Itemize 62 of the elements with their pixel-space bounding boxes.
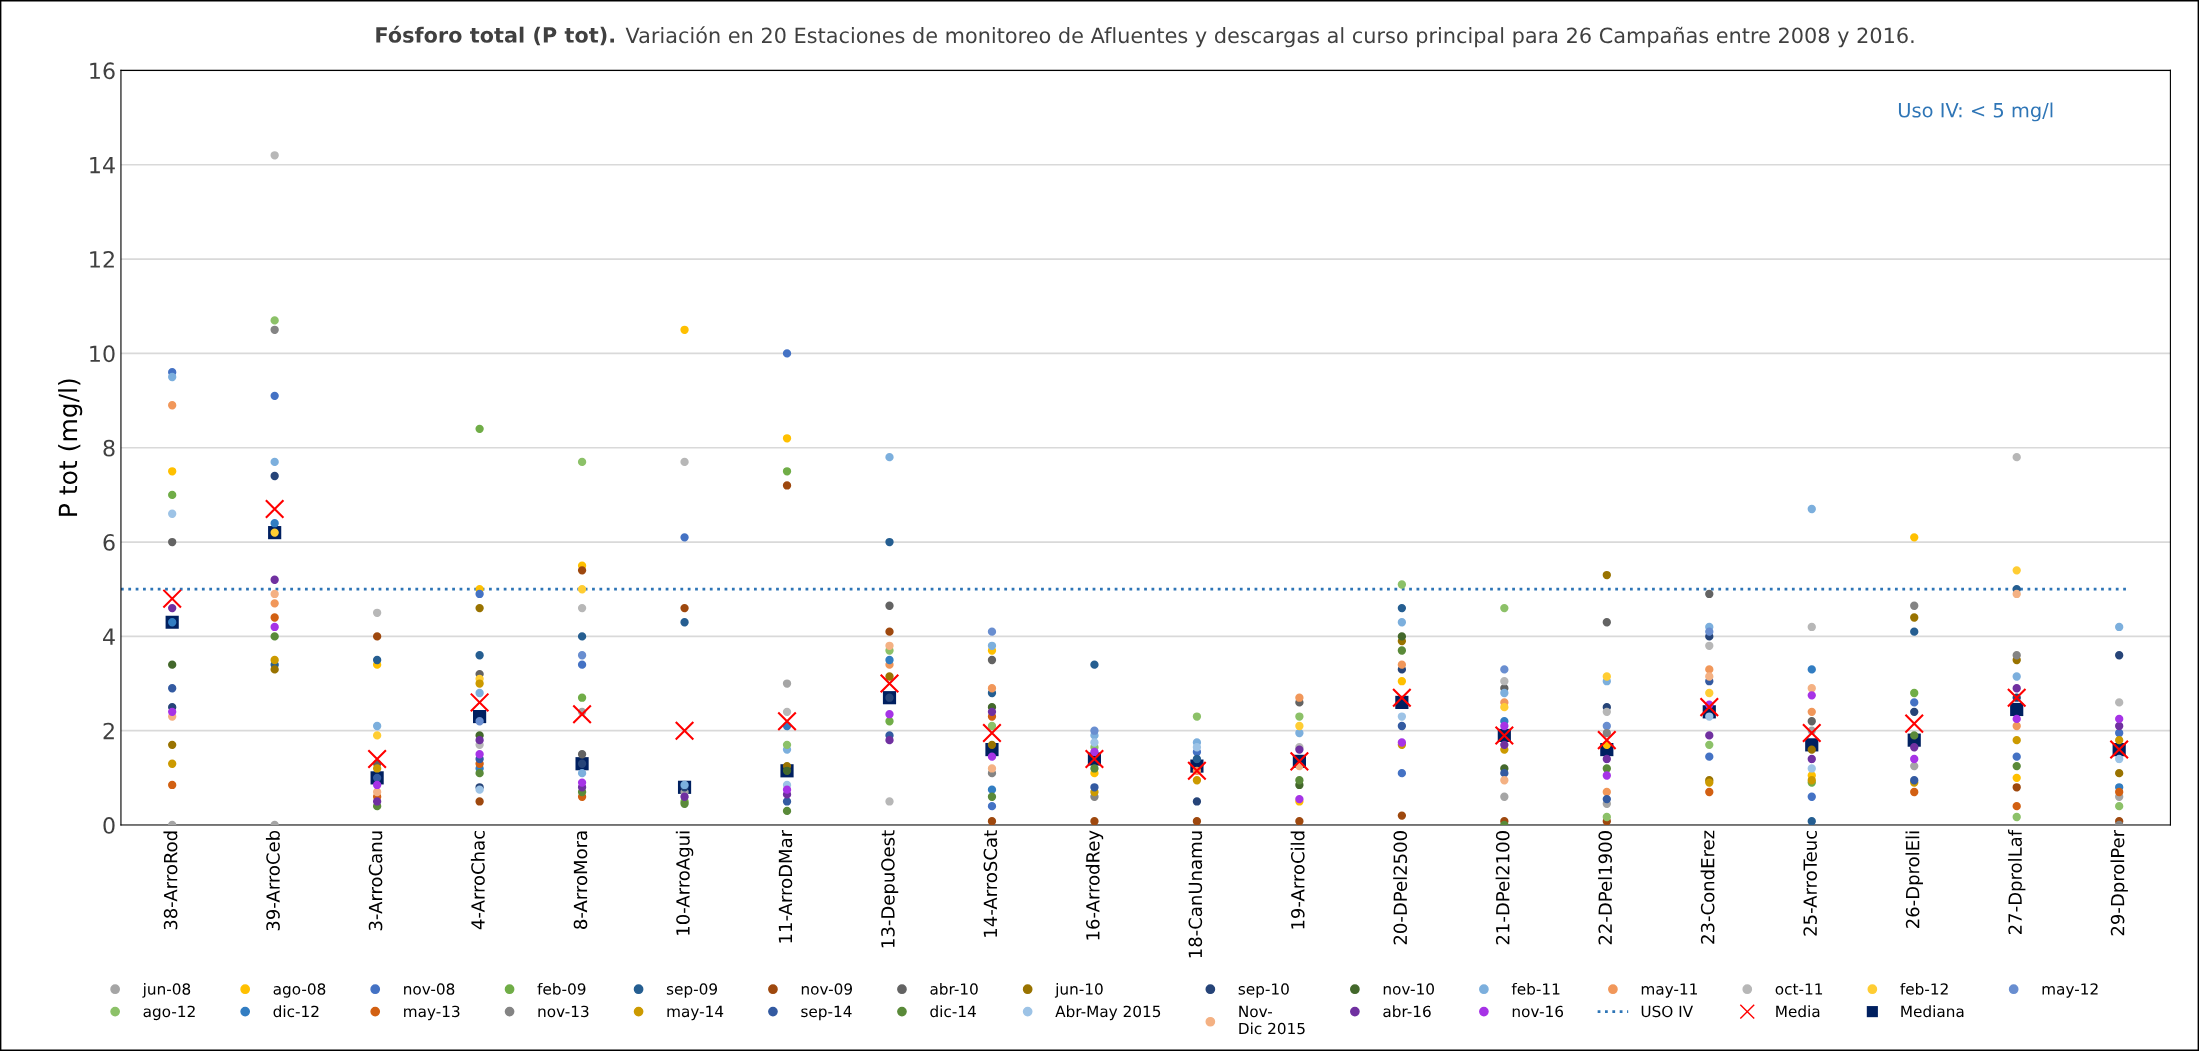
legend-label: nov-13	[538, 1005, 589, 1018]
legend-label: Nov- Dic 2015	[1239, 1005, 1305, 1035]
legend-label: abr-10	[930, 982, 978, 995]
legend-label: ago-08	[273, 983, 326, 998]
legend-label: jun-10	[1054, 982, 1103, 998]
y-tick-label: 14	[90, 156, 115, 174]
legend-label: feb-09	[537, 982, 586, 995]
x-tick-label: 25-ArroTeuc	[1803, 831, 1817, 936]
legend-label: may-14	[667, 1005, 724, 1021]
legend-label: USO IV	[1641, 1005, 1693, 1018]
legend-label: jun-08	[142, 982, 191, 998]
y-tick-label: 2	[103, 722, 114, 740]
x-tick-label: 39-ArroCeb	[265, 830, 280, 931]
x-tick-label: 26-DprolEli	[1905, 831, 1923, 928]
legend-label: Abr-May 2015	[1055, 1005, 1161, 1021]
chart-subtitle: Variación en 20 Estaciones de monitoreo de Afluentes y descargas al curso principal para 26 Campañas entre 2008 y 2016.	[625, 26, 1914, 48]
x-tick-label: 11-ArroDMar	[778, 829, 793, 943]
legend-label: ago-12	[143, 1005, 195, 1021]
x-tick-label: 27-DprolLaf	[2007, 829, 2026, 934]
x-tick-label: 29-DprolPer	[2110, 829, 2128, 936]
legend-label: Mediana	[1901, 1005, 1964, 1018]
legend-label: nov-10	[1383, 983, 1434, 995]
x-tick-label: 23-CondErez	[1700, 830, 1715, 944]
x-tick-label: 8-ArroMora	[573, 831, 588, 929]
legend-label: sep-14	[801, 1005, 852, 1021]
x-tick-label: 10-ArroAgui	[675, 831, 694, 935]
x-tick-label: 18-CanUnamu	[1188, 831, 1203, 958]
legend-label: feb-11	[1511, 982, 1560, 995]
x-tick-label: 21-DPel2100	[1495, 831, 1510, 945]
legend-label: Media	[1776, 1005, 1820, 1018]
chart-title: Fósforo total (P tot).	[376, 25, 614, 46]
legend-label: feb-12	[1900, 982, 1948, 995]
legend-label: nov-08	[404, 983, 455, 995]
legend-label: may-11	[1641, 983, 1697, 998]
x-tick-label: 19-ArroCild	[1290, 831, 1305, 929]
y-axis-title: P tot (mg/l)	[58, 379, 83, 516]
x-tick-label: 3-ArroCanu	[368, 831, 383, 931]
x-tick-label: 4-ArroChac	[470, 831, 485, 930]
legend-label: nov-09	[801, 983, 852, 995]
legend-label: dic-14	[930, 1005, 976, 1018]
y-tick-label: 4	[103, 628, 115, 645]
y-tick-label: 10	[90, 345, 115, 363]
legend-label: sep-09	[666, 983, 718, 998]
y-tick-label: 8	[103, 439, 115, 457]
y-tick-label: 0	[103, 816, 115, 834]
x-tick-label: 20-DPel2500	[1393, 831, 1408, 945]
x-tick-label: 22-DPel1900	[1598, 831, 1613, 945]
legend-label: may-12	[2042, 983, 2098, 998]
x-tick-label: 14-ArroSCat	[983, 830, 998, 937]
legend-label: abr-16	[1383, 1005, 1431, 1018]
legend-label: may-13	[404, 1005, 460, 1021]
y-tick-label: 6	[103, 534, 115, 551]
x-tick-label: 38-ArroRod	[163, 831, 178, 930]
legend-label: oct-11	[1775, 983, 1823, 995]
legend-label: nov-16	[1512, 1005, 1564, 1018]
y-tick-label: 16	[90, 62, 115, 80]
legend-label: sep-10	[1238, 983, 1289, 998]
x-tick-label: 13-DepuOest	[881, 830, 899, 948]
legend-label: dic-12	[273, 1005, 319, 1018]
x-tick-label: 16-ArrodRey	[1085, 830, 1104, 940]
annotation: Uso IV: < 5 mg/l	[1898, 102, 2053, 122]
y-tick-label: 12	[90, 251, 114, 268]
